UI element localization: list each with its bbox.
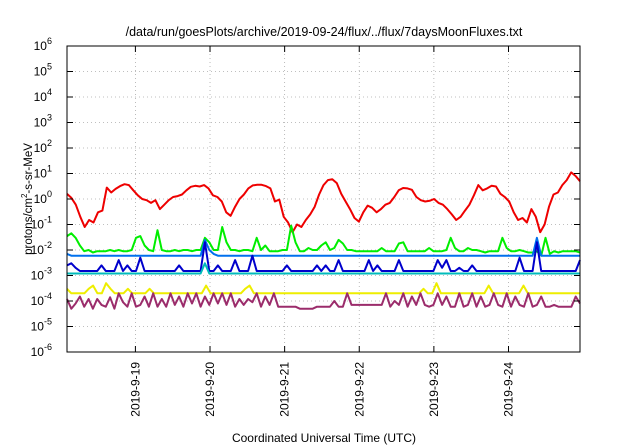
x-tick-label: 2019-9-21: [278, 362, 292, 417]
series-line-4: [66, 241, 581, 272]
series-line-6: [66, 282, 580, 295]
y-axis-label-exponent: 2: [20, 193, 29, 198]
x-axis-label: Coordinated Universal Time (UTC): [232, 431, 416, 445]
chart-title: /data/run/goesPlots/archive/2019-09-24/f…: [126, 25, 523, 39]
x-axis: 2019-9-19 2019-9-20 2019-9-21 2019-9-22 2019…: [128, 46, 515, 417]
y-axis: 10-6 10-5 10-4 10-3 10-2 10-1 100 101 102 103 104 1…: [31, 36, 580, 359]
y-tick-label: 10-6: [31, 342, 52, 359]
y-axis-label-suffix: -s-sr-MeV: [23, 143, 35, 194]
x-tick-label: 2019-9-22: [352, 362, 366, 417]
x-tick-label: 2019-9-20: [203, 362, 217, 417]
series-line-2: [66, 224, 581, 257]
y-tick-label: 105: [34, 62, 52, 79]
y-tick-label: 10-2: [31, 240, 52, 257]
y-tick-label: 102: [34, 138, 52, 155]
series-layer: [66, 171, 581, 310]
y-tick-label: 10-5: [31, 317, 52, 334]
x-tick-label: 2019-9-24: [501, 362, 515, 417]
series-line-1: [66, 171, 581, 234]
y-axis-label: protons/cm2-s-sr-MeV: [20, 143, 35, 255]
y-tick-label: 10-4: [31, 291, 52, 308]
series-line-5: [67, 262, 580, 275]
x-tick-label: 2019-9-19: [128, 362, 142, 417]
y-tick-label: 101: [34, 164, 52, 181]
y-tick-label: 103: [34, 113, 52, 130]
y-tick-label: 10-1: [31, 215, 52, 232]
series-line-3: [66, 236, 580, 257]
y-tick-label: 10-3: [31, 266, 52, 283]
y-tick-label: 100: [34, 189, 52, 206]
series-line-7: [66, 292, 581, 310]
y-tick-label: 104: [34, 87, 52, 104]
y-axis-label-prefix: protons/cm: [23, 198, 35, 255]
x-tick-label: 2019-9-23: [427, 362, 441, 417]
y-tick-label: 106: [34, 36, 52, 53]
